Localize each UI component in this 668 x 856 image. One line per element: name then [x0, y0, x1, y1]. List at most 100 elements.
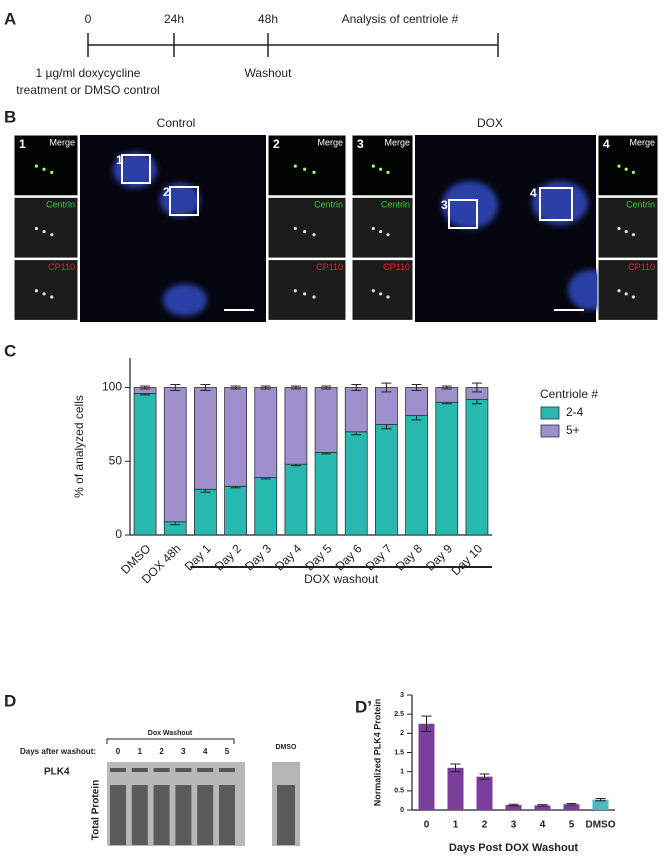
centriole-dot [293, 164, 297, 168]
bar-segment [314, 387, 338, 453]
blot-lane [219, 785, 235, 845]
bar-segment [133, 392, 157, 536]
blot-band [197, 768, 214, 772]
legend-title: Centriole # [540, 387, 598, 401]
y-tick-label: 0 [400, 807, 404, 814]
centriole-dot [617, 289, 621, 293]
legend-label: 5+ [566, 423, 580, 437]
channel-label: Merge [317, 137, 343, 147]
inset-tile [267, 259, 347, 321]
blot-bracket [106, 738, 235, 744]
channel-label: CP110 [48, 262, 75, 272]
bar-segment [314, 451, 338, 536]
inset-tile [597, 134, 659, 197]
centriole-dot [386, 295, 390, 299]
channel-label: Centrin [381, 200, 410, 210]
inset-tile [13, 196, 79, 259]
lane-label: 4 [203, 747, 208, 756]
legend-swatch [540, 406, 560, 420]
x-tick-label: DMSO [586, 820, 616, 831]
channel-label: CP110 [383, 262, 410, 272]
lane-label: 3 [181, 747, 186, 756]
y-tick-label: 2.5 [394, 711, 404, 718]
error-bar [471, 382, 482, 393]
nucleus [163, 284, 207, 316]
blot-lane [175, 785, 192, 845]
centriole-dot [312, 170, 316, 174]
x-tick-label: 4 [540, 820, 546, 831]
x-tick-label: 2 [482, 820, 488, 831]
inset-tile [13, 259, 79, 321]
inset-number: 3 [357, 137, 364, 151]
bar-segment [194, 488, 217, 536]
centriole-dot [631, 233, 636, 237]
inset-number: 4 [603, 137, 610, 151]
blot-lane [110, 785, 126, 845]
inset-tile [597, 196, 659, 259]
blot-row-label: Days after washout: [20, 747, 96, 756]
centriole-dot [293, 226, 297, 231]
x-tick-label: Day 7 [363, 541, 395, 573]
bar-segment [254, 387, 278, 478]
inset-tile [597, 259, 659, 321]
treatment-label: treatment or DMSO control [16, 83, 159, 97]
centriole-dot [371, 289, 375, 293]
bar [476, 776, 493, 810]
bar-segment [224, 485, 247, 536]
bar-segment [284, 463, 308, 536]
bar-segment [435, 401, 459, 536]
inset-number: 1 [19, 137, 26, 151]
centriole-dot [50, 170, 54, 174]
panel-label: B [4, 107, 16, 126]
centriole-dot [42, 229, 46, 234]
centriole-dot [303, 167, 307, 171]
bar-segment [405, 387, 428, 416]
bar [592, 799, 609, 810]
centriole-dot [42, 167, 46, 171]
bar [563, 804, 580, 810]
inset-number: 2 [273, 137, 280, 151]
centriole-dot [631, 295, 636, 299]
error-bar [290, 385, 301, 390]
centriole-dot [617, 164, 621, 168]
channel-label: Centrin [314, 200, 343, 210]
washout-label: Washout [245, 66, 293, 80]
band-label: Total Protein [91, 780, 102, 840]
micrograph [415, 135, 596, 322]
centriole-dot [34, 226, 39, 231]
centriole-dot [34, 164, 39, 168]
centriole-dot [50, 233, 54, 237]
inset-tile [267, 196, 347, 259]
bar [534, 805, 551, 810]
channel-label: Centrin [46, 200, 75, 210]
centriole-dot [617, 226, 621, 231]
inset-tile [351, 259, 414, 321]
channel-label: CP110 [316, 262, 343, 272]
group-title: DOX [477, 116, 503, 130]
panel-label: D [4, 691, 16, 710]
y-tick-label: 1.5 [394, 749, 404, 756]
channel-label: Merge [49, 137, 75, 147]
x-tick-label: Day 1 [182, 541, 214, 573]
blot-band [219, 768, 235, 772]
inset-tile [13, 134, 79, 197]
x-tick-label: Day 3 [242, 541, 274, 573]
y-tick-label: 100 [102, 380, 122, 394]
timepoint: 0 [85, 12, 92, 26]
bar [447, 767, 464, 810]
inset-tile [351, 134, 414, 197]
inset-number: 3 [441, 198, 448, 212]
inset-tile [267, 134, 347, 197]
bar-segment [254, 477, 278, 536]
bar-segment [194, 387, 217, 490]
bar-segment [163, 387, 187, 523]
error-bar [381, 382, 392, 393]
centriole-dot [312, 295, 316, 299]
inset-number: 4 [530, 186, 537, 200]
treatment-label: 1 µg/ml doxycycline [36, 66, 141, 80]
lane-label: 2 [159, 747, 164, 756]
error-bar [200, 384, 211, 391]
inset-box [169, 186, 199, 216]
inset-box [539, 187, 573, 221]
